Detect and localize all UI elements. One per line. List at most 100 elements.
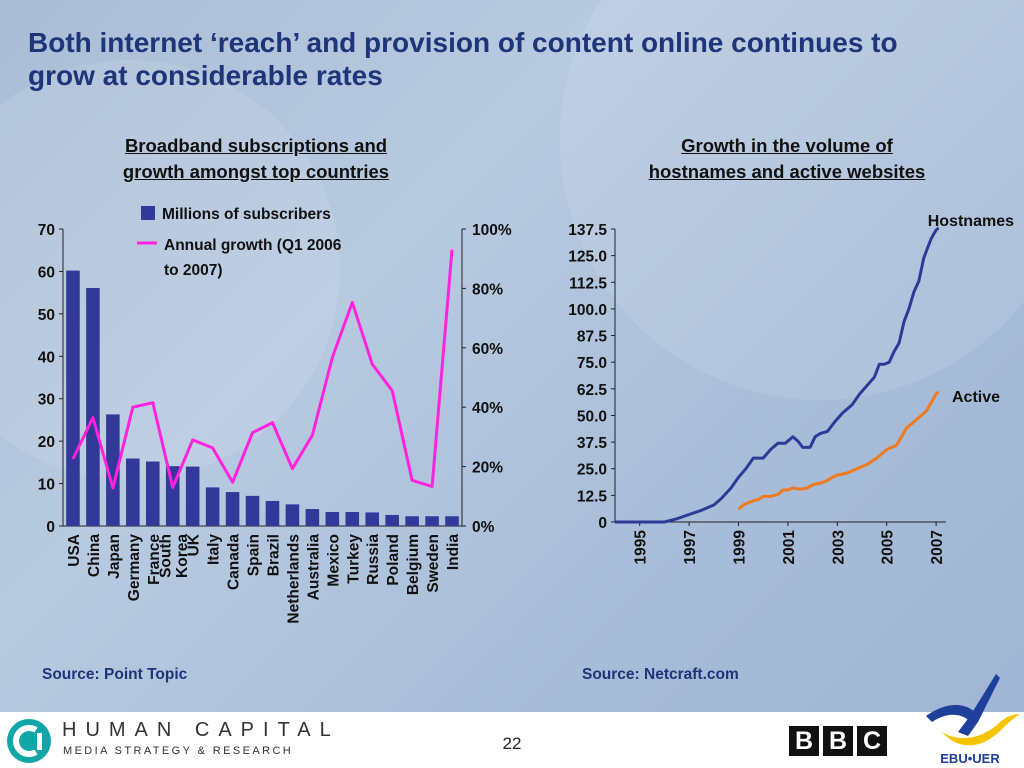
right-axis-tick-label: 80% — [472, 281, 503, 298]
bar — [325, 511, 340, 526]
bar — [385, 514, 399, 526]
category-label: Mexico — [325, 534, 342, 587]
category-label: Netherlands — [285, 534, 302, 624]
bar — [345, 511, 360, 526]
bar — [245, 495, 260, 526]
x-axis-tick-label: 1995 — [633, 530, 650, 565]
y-axis-tick-label: 125.0 — [568, 249, 607, 266]
left-axis-tick-label: 20 — [38, 434, 55, 451]
category-label: China — [86, 534, 103, 577]
y-axis-tick-label: 50.0 — [577, 408, 607, 425]
y-axis-tick-label: 87.5 — [577, 329, 608, 346]
y-axis-tick-label: 62.5 — [577, 382, 608, 399]
series-label-active: Active — [952, 389, 1000, 406]
bbc-letter: C — [857, 726, 887, 756]
series-label-hostnames: Hostnames — [928, 213, 1014, 230]
category-label: Brazil — [265, 534, 282, 576]
category-label: Turkey — [345, 534, 362, 584]
bar — [425, 516, 439, 526]
bar — [106, 414, 120, 526]
left-panel-title-line: Broadband subscriptions and — [124, 135, 388, 156]
category-label: Italy — [206, 534, 223, 565]
bar — [86, 287, 100, 526]
background-swirl — [0, 60, 340, 480]
x-axis-tick-label: 2001 — [781, 530, 798, 565]
right-axis-tick-label: 20% — [472, 460, 503, 477]
left-axis-tick-label: 40 — [38, 349, 55, 366]
category-label: Korea — [174, 534, 191, 578]
y-axis-tick-label: 25.0 — [577, 462, 607, 479]
bbc-logo: B B C — [789, 726, 887, 756]
x-axis-tick-label: 2005 — [880, 530, 897, 565]
bar — [265, 500, 280, 526]
category-label: South — [157, 534, 174, 578]
left-axis-tick-label: 70 — [38, 222, 55, 239]
bar — [445, 516, 459, 526]
human-capital-logo-icon — [7, 719, 51, 763]
left-axis-tick-label: 30 — [38, 392, 55, 409]
category-label: France — [146, 534, 163, 585]
ebu-wave-icon — [942, 714, 1020, 746]
right-source-note: Source: Netcraft.com — [582, 666, 739, 683]
category-label: Spain — [246, 534, 263, 576]
category-label: Germany — [126, 534, 143, 602]
category-label: USA — [66, 534, 83, 567]
y-axis-tick-label: 12.5 — [577, 488, 608, 505]
bar — [405, 516, 419, 526]
category-label: Australia — [305, 534, 322, 601]
right-axis-tick-label: 60% — [472, 341, 503, 358]
right-panel-title-line: Growth in the volume of — [681, 135, 893, 156]
bar — [225, 492, 240, 526]
left-axis-tick-label: 60 — [38, 264, 55, 281]
category-label: Poland — [385, 534, 402, 586]
y-axis-tick-label: 75.0 — [577, 355, 607, 372]
y-axis-tick-label: 37.5 — [577, 435, 608, 452]
bar — [126, 458, 140, 526]
category-label: Belgium — [405, 534, 422, 595]
slide-title: Both internet ‘reach’ and provision of c… — [28, 27, 898, 91]
footer-bar — [0, 712, 1024, 768]
left-axis-tick-label: 50 — [38, 307, 55, 324]
left-panel-title: Broadband subscriptions and growth among… — [80, 133, 432, 185]
y-axis-tick-label: 100.0 — [568, 302, 607, 319]
page-number: 22 — [502, 734, 522, 753]
x-axis-tick-label: 1999 — [732, 530, 749, 565]
category-label: Russia — [365, 534, 382, 585]
right-axis-tick-label: 40% — [472, 400, 503, 417]
left-axis-tick-label: 10 — [38, 477, 55, 494]
category-label: India — [445, 534, 462, 571]
bar — [205, 487, 220, 526]
company-name: HUMAN CAPITAL — [62, 719, 340, 741]
y-axis-tick-label: 137.5 — [568, 222, 607, 239]
growth-line — [71, 249, 454, 490]
legend-label: Annual growth (Q1 2006 — [164, 237, 342, 254]
left-source-note: Source: Point Topic — [42, 666, 188, 683]
bbc-letter: B — [823, 726, 853, 756]
bar — [285, 504, 300, 526]
series-line — [737, 390, 940, 511]
right-axis-tick-label: 0% — [472, 519, 495, 536]
x-axis-tick-label: 2007 — [929, 530, 946, 564]
legend-label: to 2007) — [164, 262, 223, 279]
ebu-label: EBU•UER — [940, 751, 1000, 766]
company-tagline: MEDIA STRATEGY & RESEARCH — [63, 745, 294, 757]
left-axis-tick-label: 0 — [46, 519, 55, 536]
bar — [305, 509, 320, 526]
category-label: Canada — [226, 534, 243, 590]
ebu-swoosh-icon — [926, 704, 980, 726]
bar — [66, 270, 80, 526]
right-panel-title: Growth in the volume of hostnames and ac… — [600, 133, 974, 185]
bar — [365, 512, 380, 526]
category-label: Sweden — [425, 534, 442, 593]
y-axis-tick-label: 0 — [598, 515, 607, 532]
x-axis-tick-label: 1997 — [682, 530, 699, 564]
ebu-tick-icon — [958, 674, 1000, 736]
bar — [185, 466, 200, 526]
bbc-letter: B — [789, 726, 819, 756]
category-label: Japan — [106, 534, 123, 579]
y-axis-tick-label: 112.5 — [569, 275, 607, 292]
right-panel-title-line: hostnames and active websites — [648, 161, 926, 182]
